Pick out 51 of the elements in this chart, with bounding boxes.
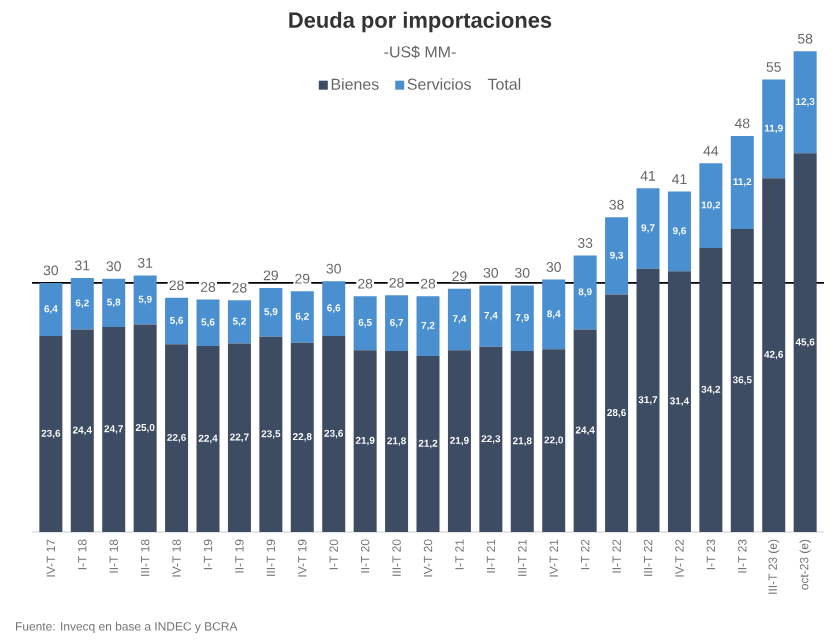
bar	[259, 287, 283, 337]
bar	[353, 350, 377, 532]
bar	[102, 278, 126, 327]
bar	[793, 153, 817, 532]
bar	[479, 285, 503, 347]
bar	[353, 296, 377, 351]
bar	[667, 271, 691, 532]
bar	[416, 355, 440, 532]
bar	[290, 342, 314, 532]
bar	[70, 329, 94, 532]
bar	[196, 346, 220, 532]
bar	[385, 295, 409, 351]
bar	[730, 135, 754, 229]
bar	[479, 346, 503, 532]
bar	[133, 324, 157, 532]
bar	[573, 255, 597, 330]
bar	[699, 248, 723, 532]
bar	[447, 288, 471, 351]
bar	[636, 188, 660, 269]
bar	[227, 343, 251, 532]
bar	[102, 326, 126, 532]
bar	[165, 344, 189, 532]
bar	[667, 191, 691, 272]
bar	[699, 163, 723, 249]
bar	[605, 217, 629, 295]
bar	[605, 294, 629, 532]
bar	[322, 281, 346, 337]
bar	[70, 277, 94, 330]
bar	[762, 178, 786, 532]
bar	[227, 300, 251, 344]
bar	[165, 297, 189, 345]
bar	[39, 336, 63, 532]
bar	[542, 279, 566, 350]
bar	[196, 299, 220, 346]
bar	[290, 291, 314, 343]
bar	[793, 51, 817, 154]
bar	[416, 296, 440, 356]
bar	[510, 285, 534, 351]
chart-title: Deuda por importaciones	[289, 11, 552, 33]
bar	[259, 336, 283, 532]
bar	[322, 336, 346, 532]
bar	[573, 329, 597, 532]
bar	[730, 228, 754, 532]
bar	[636, 268, 660, 532]
bar	[542, 349, 566, 532]
bar	[510, 350, 534, 532]
bar	[762, 79, 786, 179]
bar	[447, 350, 471, 532]
bar	[39, 282, 63, 337]
bar	[133, 275, 157, 325]
bar	[385, 350, 409, 532]
